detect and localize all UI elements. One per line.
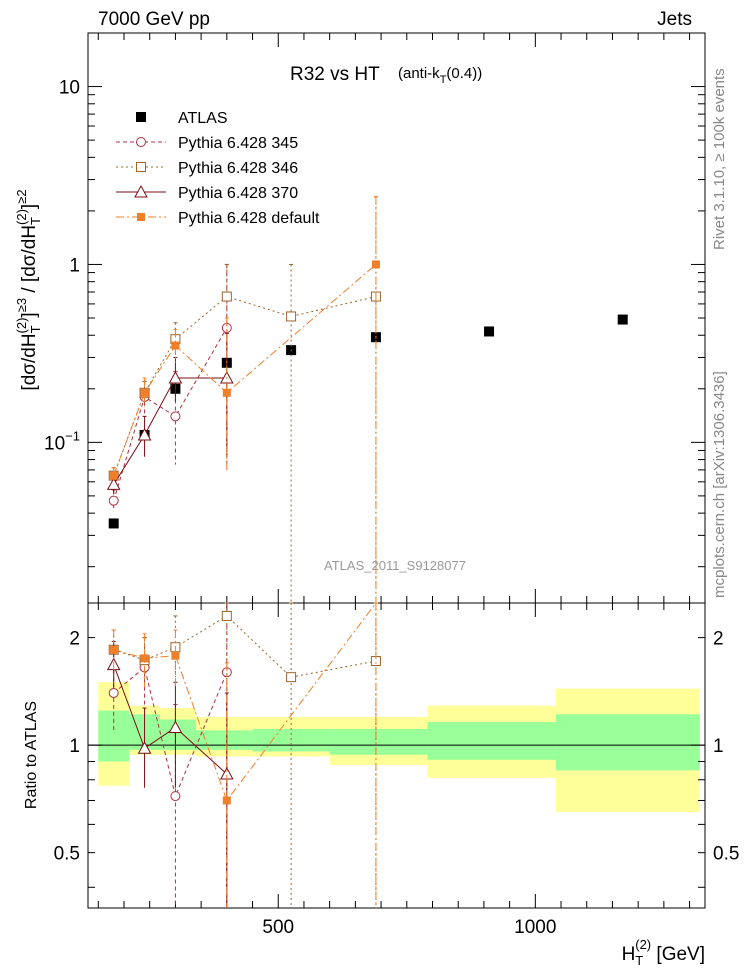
data-point [286, 311, 297, 322]
ratio-series [106, 602, 381, 908]
legend-entry: ATLAS [136, 110, 228, 127]
data-point [170, 411, 181, 422]
legend-label: Pythia 6.428 345 [178, 135, 298, 152]
data-point [170, 791, 181, 802]
y-tick-label: 2 [69, 629, 80, 650]
ratio-plot-frame [87, 602, 706, 909]
data-point [286, 672, 297, 683]
data-point [137, 427, 152, 441]
legend-label: ATLAS [178, 110, 228, 127]
series-p370 [106, 332, 234, 495]
legend-label: Pythia 6.428 346 [178, 160, 298, 177]
data-point [171, 341, 180, 350]
legend-entry: Pythia 6.428 default [116, 210, 320, 227]
series-pdef [109, 602, 378, 908]
y-tick-label-right: 2 [713, 629, 724, 650]
ratio-y-axis-label: Ratio to ATLAS [23, 701, 40, 809]
data-point [137, 741, 152, 754]
series-line [113, 666, 228, 798]
x-tick-label: 1000 [514, 917, 556, 938]
series-pdef [109, 196, 380, 603]
data-point [222, 796, 231, 805]
series-line [113, 615, 377, 678]
data-point [222, 388, 231, 397]
data-point [140, 388, 149, 397]
data-point [108, 687, 119, 698]
y-tick-label-right: 0.5 [713, 844, 739, 865]
x-axis-label: HT(2) [GeV] [622, 937, 705, 968]
data-point [171, 651, 180, 660]
data-point [109, 471, 118, 480]
header-left: 7000 GeV pp [98, 9, 210, 30]
legend-marker [137, 213, 145, 221]
plot-title: R32 vs HT [290, 64, 380, 85]
legend-marker [134, 184, 148, 198]
data-point [168, 370, 183, 384]
data-point [168, 720, 183, 734]
main-y-axis-label: [dσ/dHT(2)]≥3 / [dσ/dHT(2)]≥2 [14, 189, 43, 390]
analysis-label: ATLAS_2011_S9128077 [324, 558, 466, 573]
series-atlas [108, 314, 628, 529]
header-right: Jets [657, 9, 692, 30]
data-point [484, 326, 495, 337]
legend: ATLAS Pythia 6.428 345 Pythia 6.428 346 Pyt… [116, 110, 320, 227]
series-line [113, 295, 377, 476]
data-point [108, 518, 119, 529]
series-line [113, 602, 377, 802]
band-inner [252, 728, 330, 752]
y-tick-label: 1 [69, 255, 80, 276]
data-point [617, 314, 628, 325]
data-point [221, 610, 232, 621]
y-tick-label: 10 [59, 78, 80, 99]
data-point [221, 291, 232, 302]
band-inner [329, 728, 428, 755]
y-tick-label: 1 [69, 736, 80, 757]
legend-marker [136, 112, 146, 122]
ratio-axis: 0.5 0.5 1 1 2 2 500 1000 [54, 603, 739, 938]
y-tick-label-right: 1 [713, 736, 724, 757]
x-tick-label: 500 [262, 917, 294, 938]
mcplots-label: mcplots.cern.ch [arXiv:1306.3436] [711, 371, 728, 598]
rivet-version-label: Rivet 3.1.10, ≥ 100k events [711, 68, 728, 250]
legend-marker [136, 162, 146, 172]
data-point [371, 260, 380, 269]
band-inner [98, 710, 130, 762]
data-point [108, 495, 119, 506]
legend-marker [136, 137, 146, 147]
legend-entry: Pythia 6.428 370 [116, 184, 298, 202]
y-tick-label: 0.5 [54, 844, 80, 865]
legend-label: Pythia 6.428 370 [178, 185, 298, 202]
band-inner [555, 714, 700, 771]
legend-entry: Pythia 6.428 346 [116, 160, 298, 177]
series-line [113, 664, 228, 775]
side-labels: Rivet 3.1.10, ≥ 100k events mcplots.cern… [711, 68, 728, 598]
main-series [106, 196, 628, 603]
legend-label: Pythia 6.428 default [178, 210, 320, 227]
series-line [113, 264, 377, 476]
ratio-uncertainty-bands [88, 682, 705, 812]
band-inner [195, 730, 253, 750]
series-line [113, 377, 227, 485]
svg-text:[dσ/dHT(2)]≥3 / [dσ/dHT(2)]≥2: [dσ/dHT(2)]≥3 / [dσ/dHT(2)]≥2 [14, 189, 43, 390]
y-tick-label: 10−1 [44, 428, 80, 454]
data-point [140, 654, 149, 663]
plot-subtitle: (anti-kT(0.4)) [398, 65, 482, 86]
data-point [109, 645, 118, 654]
legend-entry: Pythia 6.428 345 [116, 135, 298, 152]
band-inner [427, 722, 556, 760]
